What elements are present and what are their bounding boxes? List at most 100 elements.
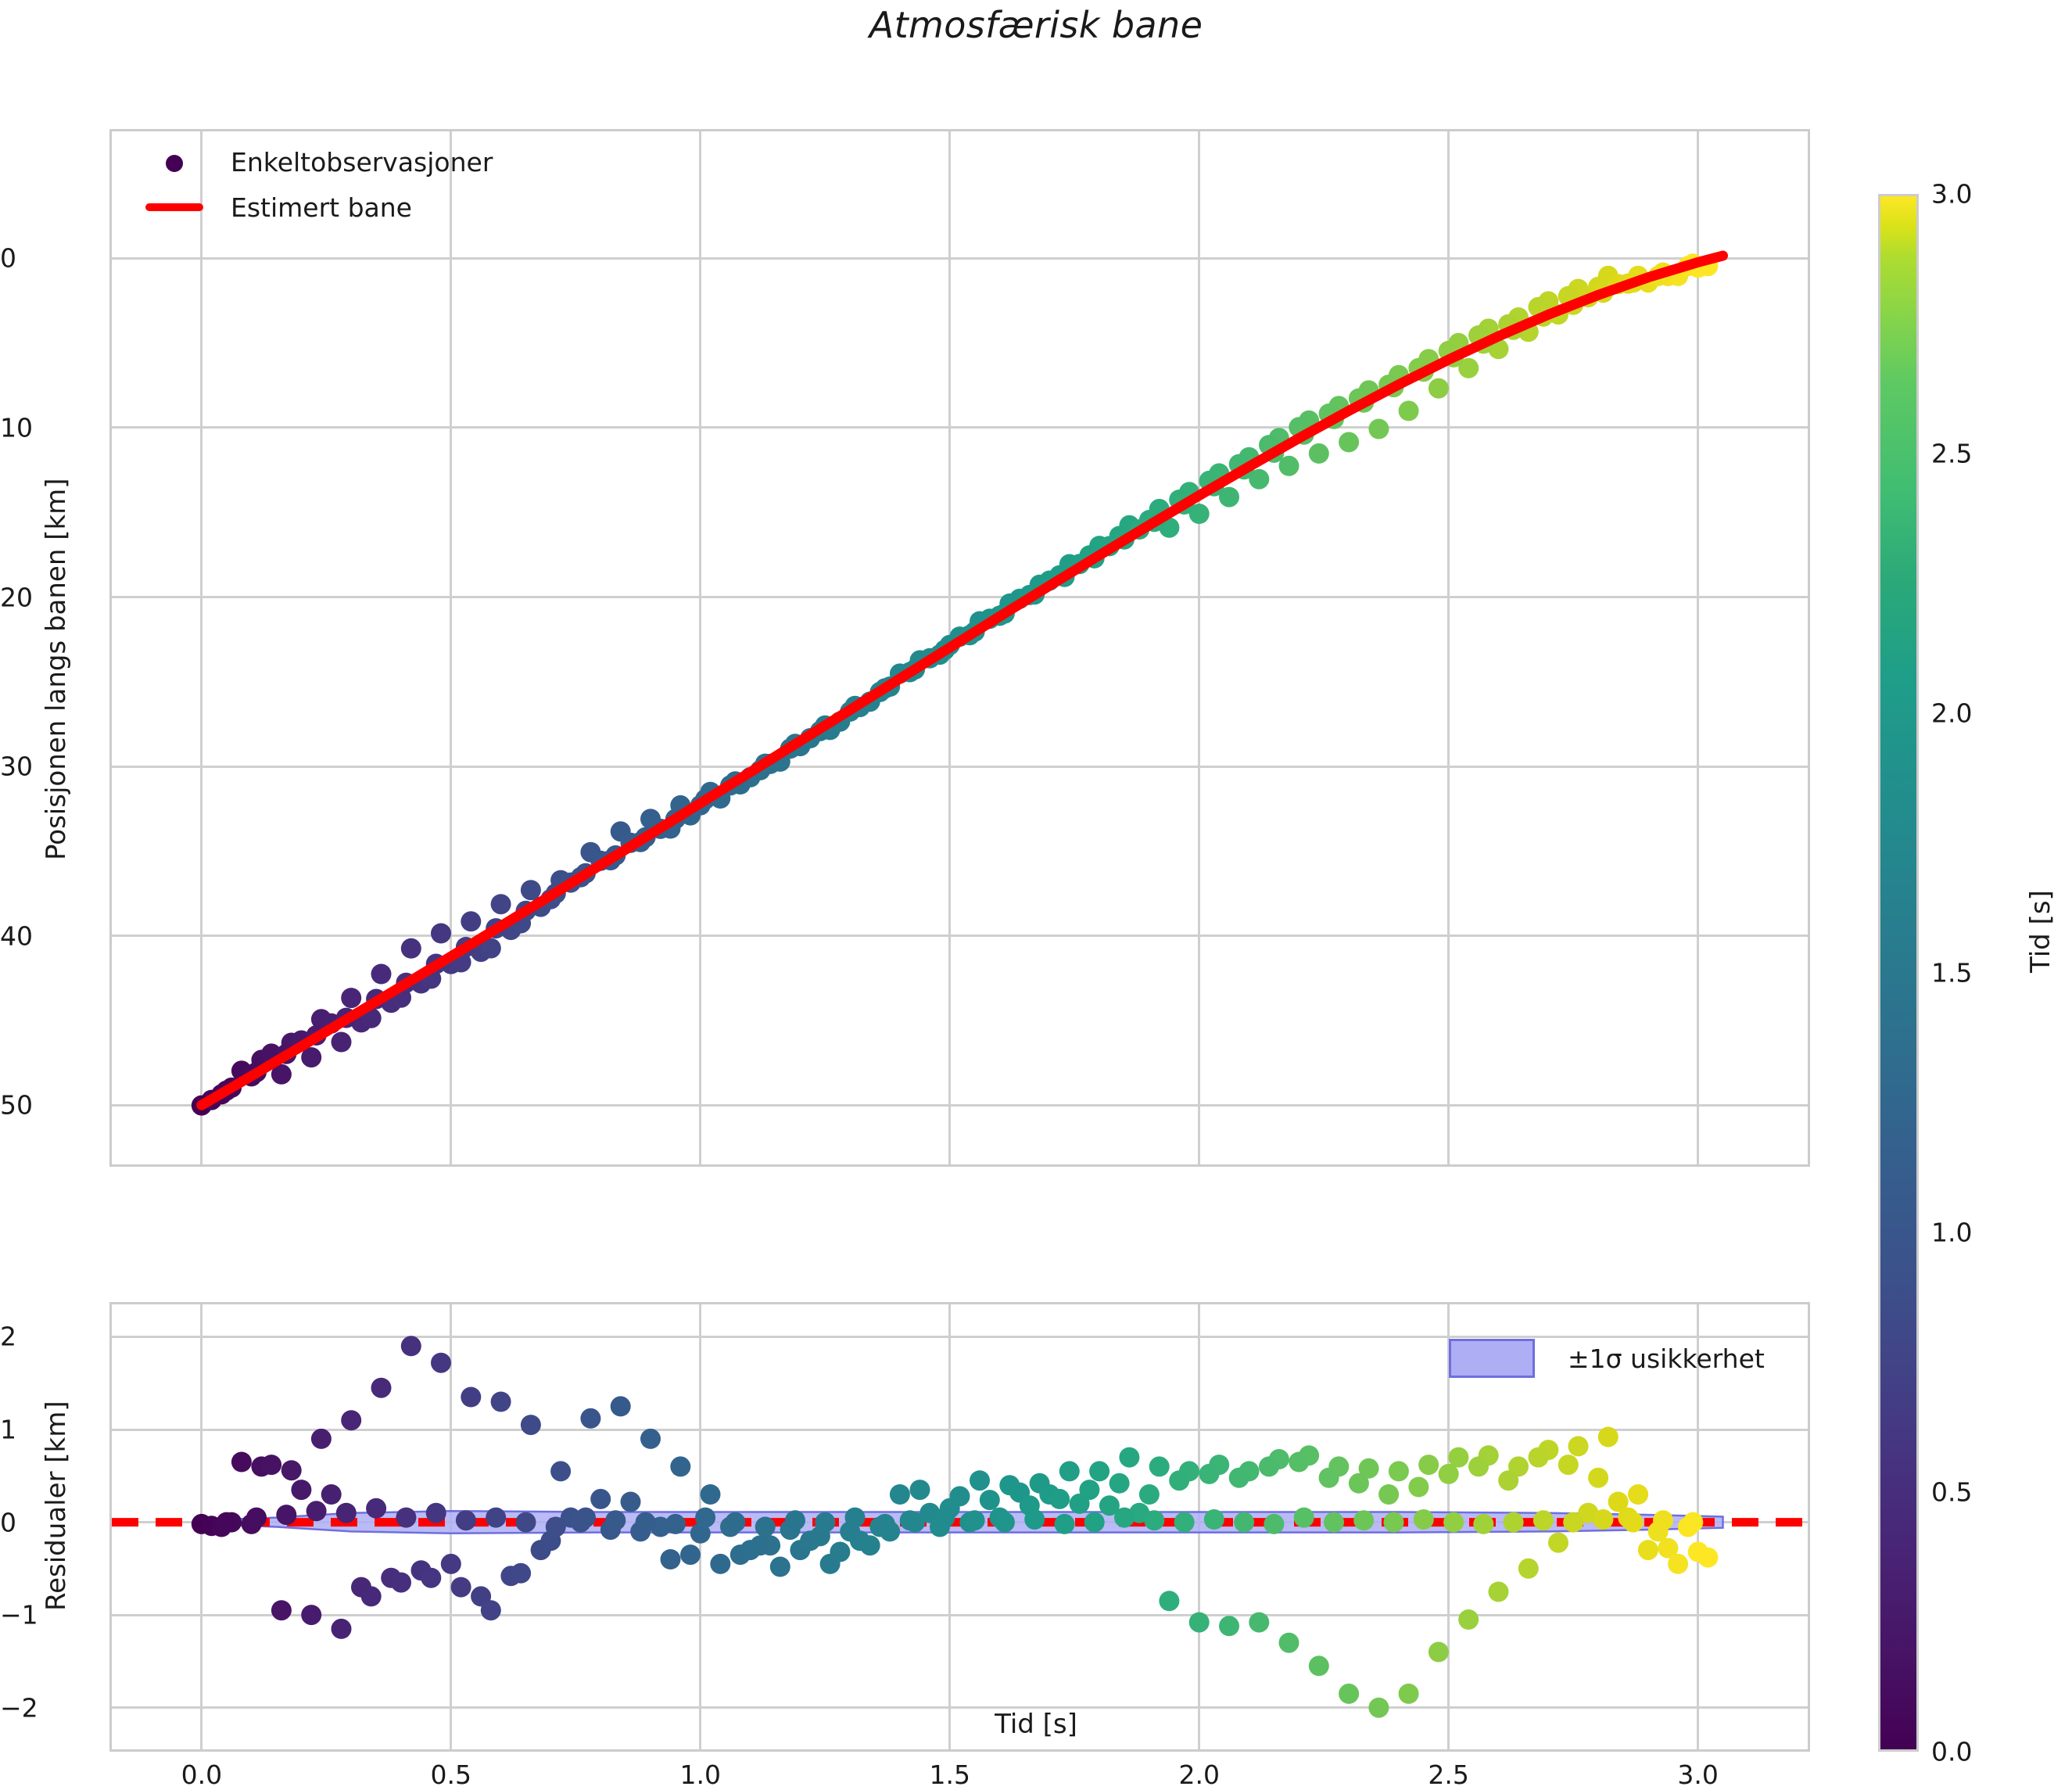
residual-point xyxy=(1637,1540,1658,1561)
gridline-h xyxy=(112,1706,1808,1709)
residual-point xyxy=(1318,1467,1339,1488)
residual-point xyxy=(1199,1463,1220,1484)
residual-point xyxy=(1628,1484,1649,1505)
residual-point xyxy=(680,1544,701,1566)
residual-point xyxy=(1398,1683,1419,1704)
data-point xyxy=(1219,486,1239,508)
fit-curve xyxy=(196,250,1728,1110)
residual-point xyxy=(1408,1476,1429,1498)
residual-point xyxy=(1234,1512,1255,1533)
residual-point xyxy=(1109,1473,1130,1494)
residual-point xyxy=(400,1336,421,1357)
residual-point xyxy=(1558,1455,1579,1476)
residual-point xyxy=(1668,1553,1689,1574)
ytick-label: 2 xyxy=(0,1321,16,1352)
residual-point xyxy=(1458,1609,1479,1630)
data-point xyxy=(331,1031,352,1053)
residual-point xyxy=(486,1507,507,1528)
residual-point xyxy=(785,1510,805,1531)
ytick-label: −1 xyxy=(0,1599,38,1630)
residual-point xyxy=(1438,1463,1459,1484)
residual-point xyxy=(640,1428,661,1449)
residual-point xyxy=(281,1460,302,1481)
residual-point xyxy=(1188,1612,1210,1633)
xtick-label: 0.0 xyxy=(181,1760,223,1790)
residual-point xyxy=(844,1507,866,1528)
residual-point xyxy=(461,1386,482,1408)
trajectory-panel xyxy=(109,129,1810,1167)
residual-point xyxy=(725,1512,746,1533)
residual-point xyxy=(331,1618,352,1639)
residual-point xyxy=(425,1502,446,1523)
residual-point xyxy=(550,1461,572,1482)
ytick-label: 30 xyxy=(0,751,33,782)
gridline-v xyxy=(450,131,453,1164)
data-point xyxy=(480,938,501,959)
residual-point xyxy=(710,1553,731,1574)
data-point xyxy=(371,963,392,985)
legend-patch-uncertainty xyxy=(1449,1339,1535,1378)
residual-point xyxy=(769,1556,790,1577)
residual-point xyxy=(1498,1470,1519,1491)
residuals-xlabel: Tid [s] xyxy=(995,1709,1077,1740)
ytick-label: 10 xyxy=(0,412,33,443)
residual-series-4 xyxy=(216,1498,1704,1537)
residual-point xyxy=(905,1512,926,1533)
residual-point xyxy=(1219,1616,1239,1637)
residual-point xyxy=(605,1510,626,1531)
residual-point xyxy=(261,1455,282,1476)
residual-point xyxy=(1159,1591,1180,1612)
residual-point xyxy=(396,1507,417,1528)
residual-point xyxy=(1468,1456,1489,1477)
observation-series-3 xyxy=(211,256,1698,1105)
residual-point xyxy=(889,1484,910,1505)
residual-point xyxy=(1683,1512,1704,1533)
ytick-label: 0 xyxy=(0,1507,16,1538)
residual-point xyxy=(1049,1488,1070,1509)
residual-point xyxy=(755,1516,776,1537)
residual-point xyxy=(515,1512,536,1533)
residual-point xyxy=(859,1535,880,1556)
residual-point xyxy=(1348,1473,1369,1494)
colorbar-tick: 0.5 xyxy=(1931,1476,1973,1508)
residuals-ylabel: Residualer [km] xyxy=(41,1401,72,1611)
colorbar-tick: 1.5 xyxy=(1931,957,1973,988)
xtick-label: 0.5 xyxy=(430,1760,472,1790)
residual-point xyxy=(1249,1612,1270,1633)
residual-point xyxy=(979,1490,1000,1511)
residual-point xyxy=(1114,1507,1135,1528)
data-point xyxy=(301,1047,322,1068)
residual-point xyxy=(391,1572,411,1593)
residual-point xyxy=(1264,1513,1285,1534)
residual-point xyxy=(1418,1455,1439,1476)
residual-point xyxy=(1084,1512,1105,1533)
residual-point xyxy=(1658,1537,1679,1559)
legend-label-fit: Estimert bane xyxy=(231,192,412,223)
residual-point xyxy=(216,1512,237,1533)
gridline-h xyxy=(112,426,1808,429)
residual-point xyxy=(371,1377,392,1398)
residual-point xyxy=(1203,1509,1224,1530)
residual-point xyxy=(291,1480,312,1501)
residual-point xyxy=(1378,1484,1400,1505)
ytick-label: 50 xyxy=(0,1089,33,1121)
ytick-label: 20 xyxy=(0,582,33,613)
gridline-v xyxy=(1198,131,1201,1164)
residual-point xyxy=(440,1553,461,1574)
gridline-h xyxy=(112,1613,1808,1616)
residual-point xyxy=(1473,1513,1494,1534)
xtick-label: 3.0 xyxy=(1677,1760,1719,1790)
residual-point xyxy=(1548,1532,1568,1553)
residual-series-2 xyxy=(201,1451,1719,1718)
residual-point xyxy=(301,1605,322,1626)
residuals-plot-area xyxy=(112,1304,1808,1749)
residual-point xyxy=(590,1488,611,1509)
residual-point xyxy=(1653,1510,1673,1531)
trajectory-plot-area xyxy=(112,131,1808,1164)
data-point xyxy=(520,880,541,901)
residual-point xyxy=(1119,1447,1140,1468)
data-point xyxy=(1458,357,1479,378)
data-point xyxy=(400,938,421,959)
residual-point xyxy=(1089,1461,1110,1482)
